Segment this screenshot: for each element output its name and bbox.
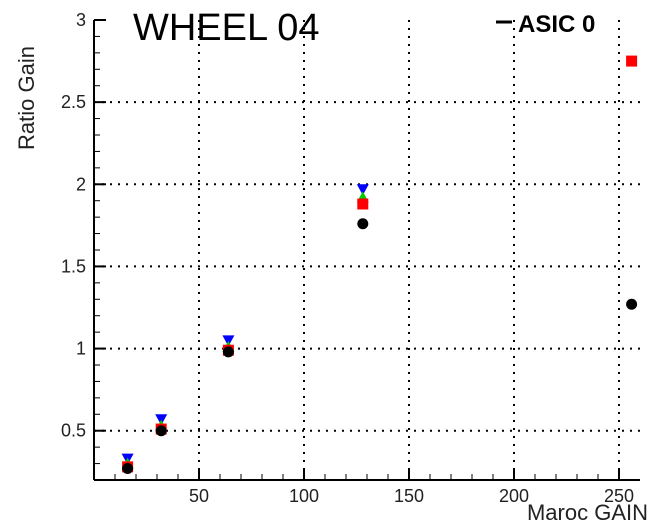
axes xyxy=(93,20,640,481)
x-tick-label: 150 xyxy=(394,486,424,506)
y-tick-label: 3 xyxy=(76,10,86,30)
data-point-triangle-down xyxy=(356,184,369,196)
x-tick-label: 250 xyxy=(604,486,634,506)
y-tick-label: 2 xyxy=(76,174,86,194)
data-point-circle xyxy=(626,298,638,310)
data-point-circle xyxy=(222,346,234,358)
y-tick-label: 1.5 xyxy=(61,256,86,276)
data-point-circle xyxy=(122,463,134,474)
chart-title: WHEEL 04 xyxy=(133,7,320,49)
x-tick-label: 50 xyxy=(189,486,209,506)
data-point-triangle-down xyxy=(222,335,235,347)
data-point-circle xyxy=(357,218,369,230)
y-tick-label: 0.5 xyxy=(61,421,86,441)
y-tick-label: 1 xyxy=(76,339,86,359)
y-axis-title: Ratio Gain xyxy=(14,46,39,150)
data-point-square xyxy=(626,55,638,67)
legend: ASIC 0 xyxy=(496,11,595,38)
grid-lines xyxy=(94,20,640,480)
x-tick-label: 100 xyxy=(289,486,319,506)
data-point-triangle-down xyxy=(155,414,168,426)
data-point-square xyxy=(357,198,369,210)
data-points xyxy=(121,55,638,474)
data-point-circle xyxy=(155,425,167,437)
legend-label: ASIC 0 xyxy=(518,11,595,38)
ticks: 50 100 150 200 250 0.5 1 1.5 2 2.5 3 xyxy=(61,10,634,506)
y-tick-label: 2.5 xyxy=(61,92,86,112)
x-axis-title: Maroc GAIN xyxy=(527,500,648,525)
x-tick-label: 200 xyxy=(499,486,529,506)
